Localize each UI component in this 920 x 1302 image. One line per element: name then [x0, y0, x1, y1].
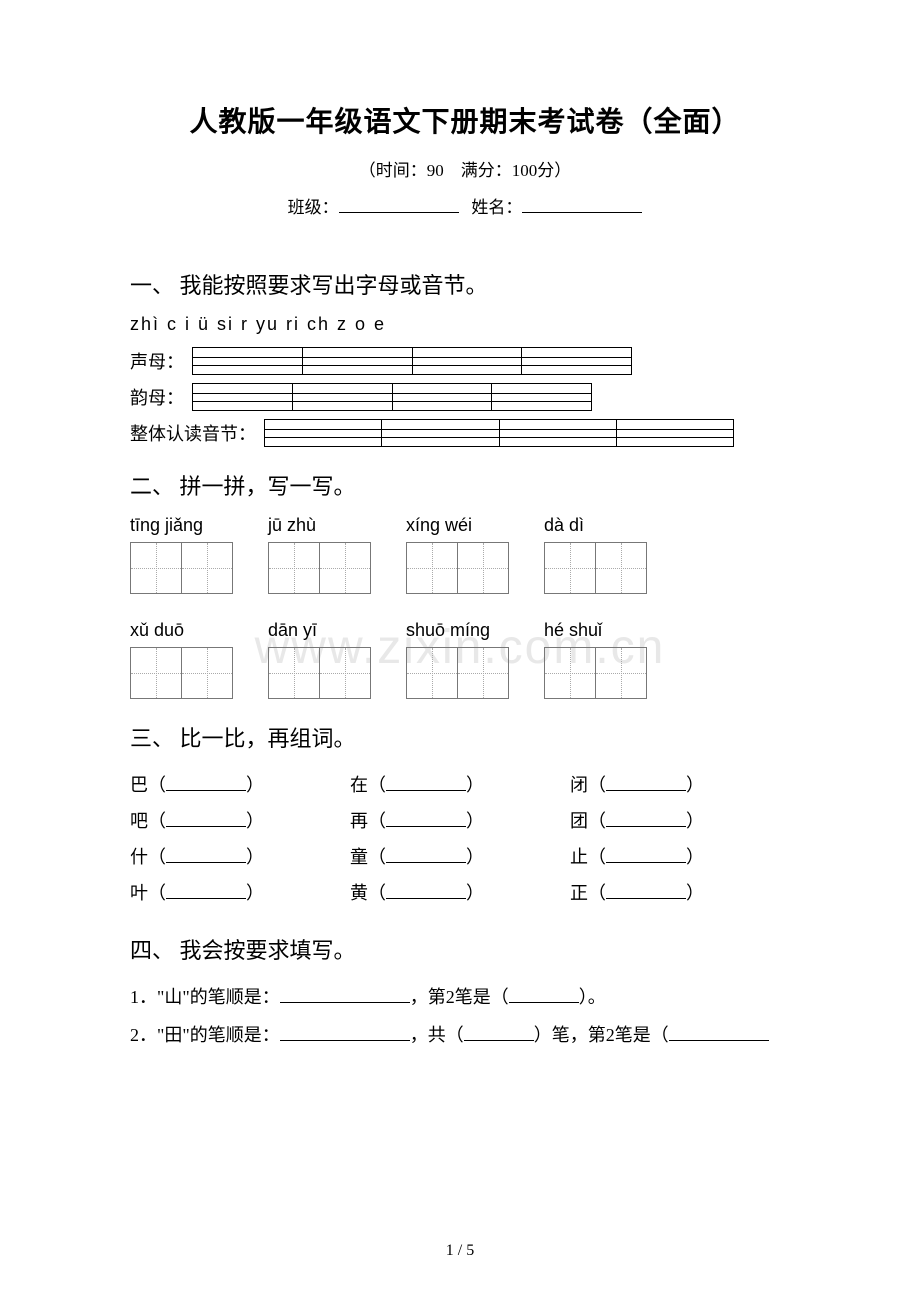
- blank[interactable]: [606, 847, 686, 863]
- cmp: 团: [570, 811, 588, 831]
- blank[interactable]: [166, 775, 246, 791]
- blank[interactable]: [166, 811, 246, 827]
- blank[interactable]: [606, 811, 686, 827]
- zhengti-label: 整体认读音节：: [130, 420, 256, 446]
- char-group: xǔ duō: [130, 620, 232, 699]
- blank[interactable]: [386, 847, 466, 863]
- blank[interactable]: [509, 987, 579, 1003]
- cmp: 什: [130, 847, 148, 867]
- page-number: 1 / 5: [0, 1242, 920, 1260]
- char-group: shuō míng: [406, 620, 508, 699]
- blank[interactable]: [606, 883, 686, 899]
- yunmu-row: 韵母：: [130, 383, 800, 411]
- name-label: 姓名：: [471, 198, 522, 217]
- char-pinyin: xǔ duō: [130, 620, 232, 641]
- blank[interactable]: [166, 883, 246, 899]
- blank[interactable]: [386, 775, 466, 791]
- section2-row2: xǔ duō dān yī shuō míng hé shuǐ: [130, 620, 800, 699]
- blank[interactable]: [386, 883, 466, 899]
- blank[interactable]: [669, 1025, 769, 1041]
- section2-heading: 二、 拼一拼，写一写。: [130, 469, 800, 501]
- cmp: 正: [570, 883, 588, 903]
- blank[interactable]: [166, 847, 246, 863]
- q2c: ）笔，第2笔是（: [534, 1025, 669, 1045]
- shengmu-grid[interactable]: [192, 347, 632, 375]
- cmp: 叶: [130, 883, 148, 903]
- section2-row1: tīng jiǎng jū zhù xíng wéi dà dì: [130, 515, 800, 594]
- shengmu-label: 声母：: [130, 348, 184, 374]
- char-group: dān yī: [268, 620, 370, 699]
- char-boxes[interactable]: [130, 647, 232, 699]
- char-group: jū zhù: [268, 515, 370, 594]
- blank[interactable]: [464, 1025, 534, 1041]
- cmp: 止: [570, 847, 588, 867]
- char-group: xíng wéi: [406, 515, 508, 594]
- q1a: 1．"山"的笔顺是：: [130, 987, 280, 1007]
- char-pinyin: xíng wéi: [406, 515, 508, 536]
- q2a: 2．"田"的笔顺是：: [130, 1025, 280, 1045]
- zhengti-grid[interactable]: [264, 419, 734, 447]
- char-group: dà dì: [544, 515, 646, 594]
- section1-letters: zhì c i ü si r yu ri ch z o e: [130, 314, 800, 335]
- class-blank[interactable]: [339, 195, 459, 213]
- char-boxes[interactable]: [544, 647, 646, 699]
- char-group: hé shuǐ: [544, 620, 646, 699]
- yunmu-grid[interactable]: [192, 383, 592, 411]
- q1: 1．"山"的笔顺是： ，第2笔是（ ）。: [130, 979, 800, 1017]
- yunmu-label: 韵母：: [130, 384, 184, 410]
- cmp: 巴: [130, 775, 148, 795]
- compare-grid: 巴（） 在（） 闭（） 吧（） 再（） 团（） 什（） 童（） 止（） 叶（） …: [130, 767, 800, 911]
- char-pinyin: tīng jiǎng: [130, 515, 232, 536]
- char-group: tīng jiǎng: [130, 515, 232, 594]
- cmp: 黄: [350, 883, 368, 903]
- q2: 2．"田"的笔顺是： ，共（ ）笔，第2笔是（: [130, 1017, 800, 1055]
- cmp: 闭: [570, 775, 588, 795]
- blank[interactable]: [280, 1025, 410, 1041]
- char-boxes[interactable]: [268, 647, 370, 699]
- cmp: 在: [350, 775, 368, 795]
- blank[interactable]: [280, 987, 410, 1003]
- name-blank[interactable]: [522, 195, 642, 213]
- char-pinyin: shuō míng: [406, 620, 508, 641]
- q1c: ）。: [579, 987, 606, 1007]
- char-boxes[interactable]: [268, 542, 370, 594]
- char-pinyin: jū zhù: [268, 515, 370, 536]
- char-pinyin: dà dì: [544, 515, 646, 536]
- char-boxes[interactable]: [544, 542, 646, 594]
- char-pinyin: dān yī: [268, 620, 370, 641]
- char-pinyin: hé shuǐ: [544, 620, 646, 641]
- class-label: 班级：: [288, 198, 339, 217]
- char-boxes[interactable]: [406, 542, 508, 594]
- section1-heading: 一、 我能按照要求写出字母或音节。: [130, 268, 800, 300]
- char-boxes[interactable]: [130, 542, 232, 594]
- section4-heading: 四、 我会按要求填写。: [130, 933, 800, 965]
- zhengti-row: 整体认读音节：: [130, 419, 800, 447]
- cmp: 吧: [130, 811, 148, 831]
- blank[interactable]: [386, 811, 466, 827]
- blank[interactable]: [606, 775, 686, 791]
- form-line: 班级： 姓名：: [130, 193, 800, 218]
- section3-heading: 三、 比一比，再组词。: [130, 721, 800, 753]
- q2b: ，共（: [410, 1025, 464, 1045]
- cmp: 童: [350, 847, 368, 867]
- cmp: 再: [350, 811, 368, 831]
- char-boxes[interactable]: [406, 647, 508, 699]
- page-title: 人教版一年级语文下册期末考试卷（全面）: [130, 100, 800, 140]
- shengmu-row: 声母：: [130, 347, 800, 375]
- subtitle: （时间：90 满分：100分）: [130, 156, 800, 181]
- q1b: ，第2笔是（: [410, 987, 509, 1007]
